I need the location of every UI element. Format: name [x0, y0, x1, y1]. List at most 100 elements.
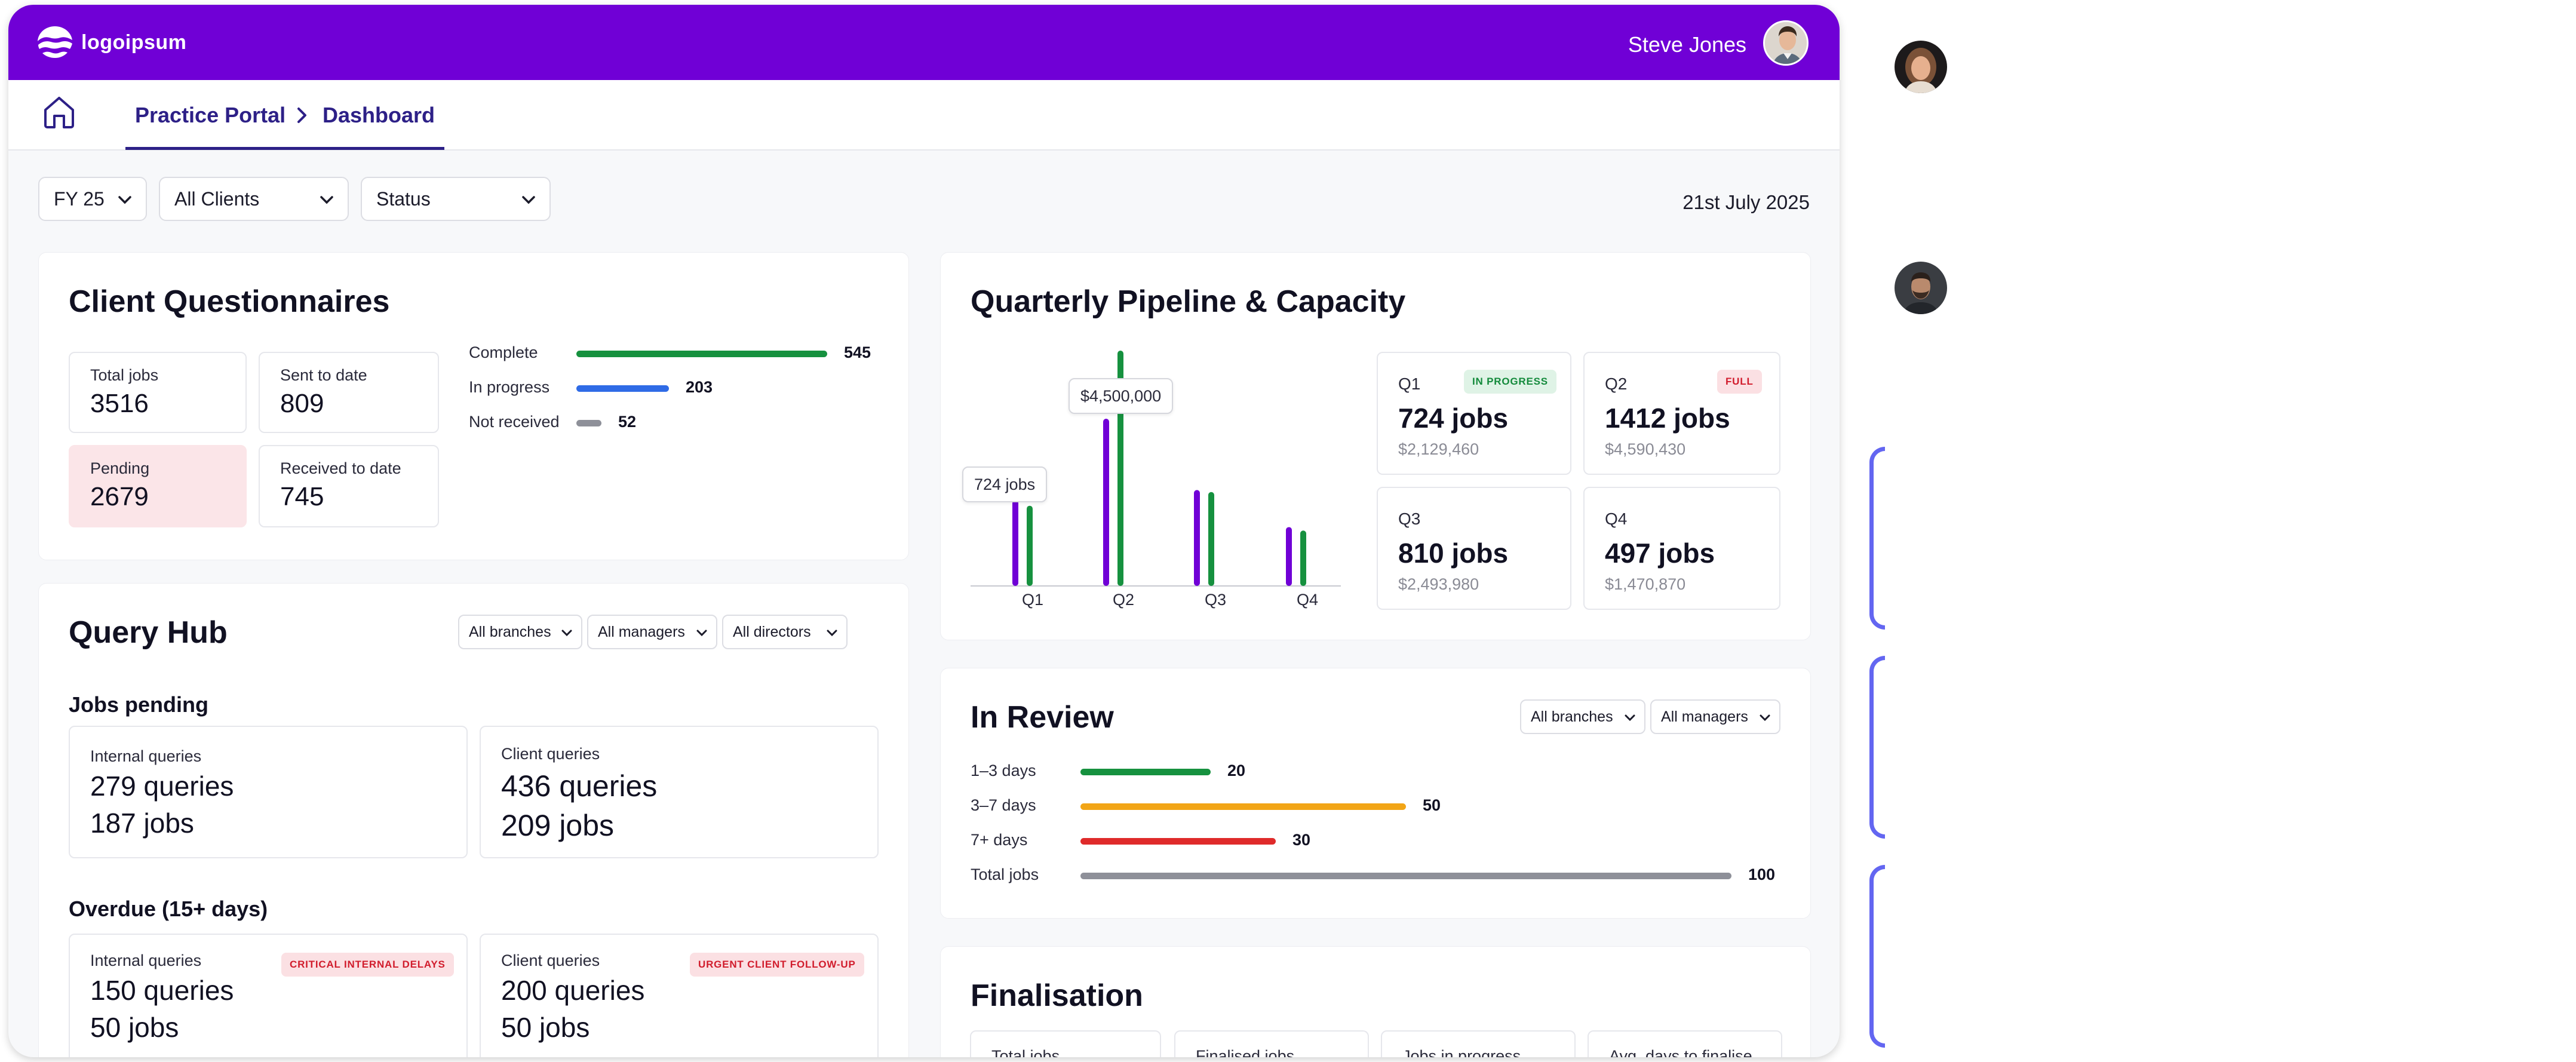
stat-label: Received to date — [280, 459, 401, 477]
bar-label: Complete — [469, 343, 538, 361]
branches-select[interactable]: All branches — [458, 615, 582, 649]
x-axis-label-q4: Q4 — [1296, 591, 1319, 609]
card-title: Client Questionnaires — [69, 284, 390, 319]
year-filter[interactable]: FY 25 — [38, 177, 147, 221]
clients-filter[interactable]: All Clients — [159, 177, 349, 221]
dashboard-window: logoipsum Steve Jones Practice Portal Da… — [8, 5, 1840, 1057]
jobs-tooltip: 724 jobs — [962, 466, 1048, 502]
side-avatar-woman[interactable] — [1895, 41, 1947, 93]
quarter-amount: $1,470,870 — [1605, 575, 1686, 593]
directors-select[interactable]: All directors — [722, 615, 848, 649]
stat-value: 809 — [280, 389, 324, 418]
query-label: Client queries — [501, 951, 600, 969]
query-count: 150 queries — [90, 975, 234, 1006]
jobs-bar[interactable] — [1286, 527, 1292, 586]
progress-bar — [576, 420, 601, 426]
quarter-jobs: 1412 jobs — [1605, 403, 1730, 434]
side-accent-bracket — [1869, 656, 1885, 839]
fin-avg-days[interactable]: Avg. days to finalise — [1588, 1030, 1782, 1057]
stat-value: 745 — [280, 482, 324, 511]
bar-value: 545 — [844, 343, 871, 361]
quarter-card-q2[interactable]: Q2 FULL 1412 jobs $4,590,430 — [1583, 352, 1780, 475]
breadcrumb-practice-portal[interactable]: Practice Portal — [135, 103, 286, 127]
chevron-down-icon — [1625, 714, 1635, 722]
fin-total-jobs[interactable]: Total jobs — [970, 1030, 1161, 1057]
client-questionnaires-card: Client Questionnaires Total jobs 3516 Se… — [38, 252, 909, 560]
stat-sent-to-date: Sent to date 809 — [259, 352, 439, 433]
jobs-bar[interactable] — [1012, 500, 1018, 586]
stat-total-jobs: Total jobs 3516 — [69, 352, 247, 433]
chevron-down-icon — [118, 196, 131, 204]
query-hub-card: Query Hub All branches All managers All … — [38, 583, 909, 1057]
quarter-label: Q3 — [1398, 509, 1421, 528]
fin-label: Jobs in progress — [1402, 1047, 1521, 1057]
status-filter-value: Status — [376, 188, 431, 210]
job-count: 209 jobs — [501, 809, 615, 842]
query-count: 436 queries — [501, 769, 658, 803]
fin-jobs-in-progress[interactable]: Jobs in progress — [1381, 1030, 1576, 1057]
active-breadcrumb-underline — [125, 147, 444, 150]
x-axis-label-q2: Q2 — [1112, 591, 1135, 609]
chevron-down-icon — [696, 630, 707, 637]
review-managers-select[interactable]: All managers — [1650, 699, 1780, 734]
quarter-jobs: 810 jobs — [1398, 538, 1509, 569]
quarter-label: Q4 — [1605, 509, 1628, 528]
quarter-card-q1[interactable]: Q1 IN PROGRESS 724 jobs $2,129,460 — [1377, 352, 1571, 475]
query-count: 279 queries — [90, 771, 234, 802]
overdue-client-queries[interactable]: Client queries 200 queries 50 jobs URGEN… — [480, 934, 879, 1057]
logo-text: logoipsum — [81, 30, 187, 54]
amount-bar[interactable] — [1208, 492, 1214, 586]
breadcrumb-bar: Practice Portal Dashboard — [8, 80, 1840, 151]
pending-internal-queries[interactable]: Internal queries 279 queries 187 jobs — [69, 726, 468, 858]
bar-label: 7+ days — [971, 831, 1028, 849]
jobs-bar[interactable] — [1103, 419, 1109, 586]
bar-value: 30 — [1292, 831, 1311, 849]
card-title: Query Hub — [69, 615, 228, 650]
side-accent-bracket — [1869, 447, 1885, 630]
in-review-card: In Review All branches All managers 1–3 … — [940, 668, 1811, 919]
breadcrumb-dashboard[interactable]: Dashboard — [323, 103, 435, 127]
x-axis-label-q3: Q3 — [1204, 591, 1227, 609]
status-filter[interactable]: Status — [361, 177, 551, 221]
quarter-amount: $4,590,430 — [1605, 440, 1686, 458]
bar-value: 50 — [1423, 796, 1441, 814]
logo[interactable]: logoipsum — [37, 26, 186, 59]
quarter-label: Q1 — [1398, 375, 1421, 393]
pipeline-card: Quarterly Pipeline & Capacity Q1 Q2 Q3 Q… — [940, 252, 1811, 640]
current-date: 21st July 2025 — [1682, 191, 1810, 213]
full-badge: FULL — [1717, 370, 1762, 394]
home-icon[interactable] — [41, 93, 78, 130]
managers-select[interactable]: All managers — [587, 615, 717, 649]
query-count: 200 queries — [501, 975, 645, 1006]
card-title: Finalisation — [971, 978, 1143, 1013]
pending-client-queries[interactable]: Client queries 436 queries 209 jobs — [480, 726, 879, 858]
review-branches-select[interactable]: All branches — [1520, 699, 1645, 734]
query-label: Internal queries — [90, 951, 202, 969]
amount-bar[interactable] — [1027, 505, 1033, 586]
amount-bar[interactable] — [1300, 530, 1306, 586]
top-header: logoipsum Steve Jones — [8, 5, 1840, 80]
fin-finalised-jobs[interactable]: Finalised jobs — [1174, 1030, 1369, 1057]
chevron-down-icon — [827, 630, 837, 637]
bar-label: 3–7 days — [971, 796, 1036, 814]
chevron-down-icon — [522, 196, 535, 204]
stat-label: Pending — [90, 459, 150, 477]
jobs-bar[interactable] — [1194, 490, 1200, 586]
overdue-heading: Overdue (15+ days) — [69, 897, 268, 921]
quarter-card-q4[interactable]: Q4 497 jobs $1,470,870 — [1583, 487, 1780, 610]
user-name[interactable]: Steve Jones — [1628, 32, 1746, 57]
progress-bar — [576, 385, 669, 392]
directors-select-value: All directors — [733, 623, 811, 640]
overdue-internal-queries[interactable]: Internal queries 150 queries 50 jobs CRI… — [69, 934, 468, 1057]
stat-label: Total jobs — [90, 366, 159, 384]
side-avatar-man[interactable] — [1895, 262, 1947, 314]
user-avatar[interactable] — [1763, 20, 1809, 66]
chevron-down-icon — [1760, 714, 1770, 722]
jobs-pending-heading: Jobs pending — [69, 692, 208, 717]
wave-logo-icon — [38, 26, 72, 58]
progress-bar — [1080, 838, 1276, 845]
quarter-jobs: 724 jobs — [1398, 403, 1509, 434]
stat-received-to-date: Received to date 745 — [259, 445, 439, 527]
quarter-card-q3[interactable]: Q3 810 jobs $2,493,980 — [1377, 487, 1571, 610]
quarter-label: Q2 — [1605, 375, 1628, 393]
